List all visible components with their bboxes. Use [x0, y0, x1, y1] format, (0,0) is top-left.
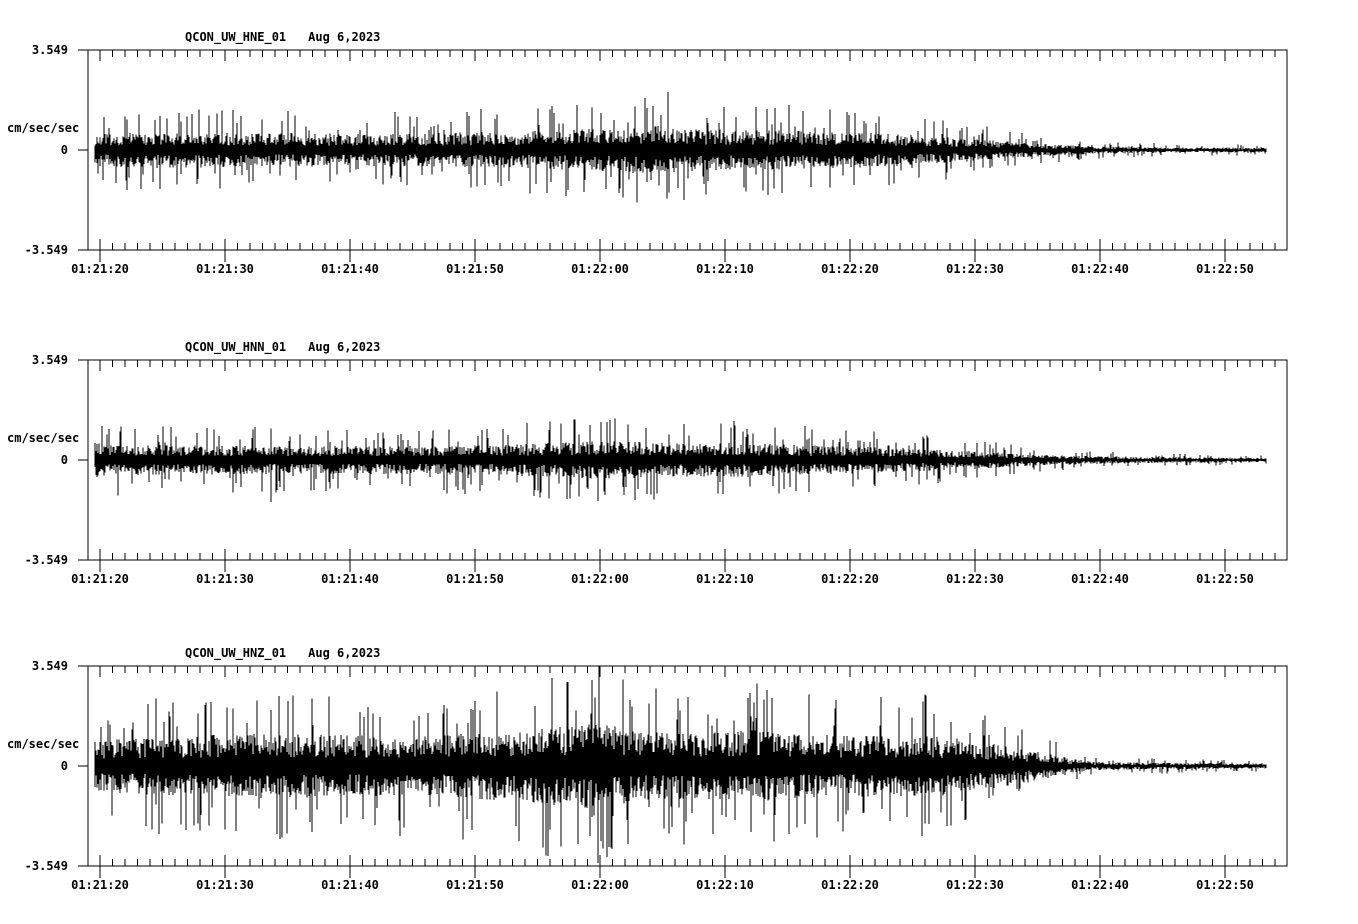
x-tick-label: 01:22:50 [1196, 878, 1254, 892]
waveform-trace-QCON_UW_HNE_01 [94, 92, 1267, 203]
plot-border-and-ticks [78, 665, 1288, 878]
station-code: QCON_UW_HNE_01 [185, 30, 287, 44]
x-tick-label: 01:21:50 [446, 878, 504, 892]
plot-border-and-ticks [78, 359, 1288, 572]
y-tick-zero: 0 [60, 453, 68, 467]
x-tick-label: 01:21:30 [196, 878, 254, 892]
x-tick-label: 01:22:30 [946, 878, 1004, 892]
y-tick-min: -3.549 [24, 859, 68, 873]
x-tick-label: 01:22:10 [696, 262, 754, 276]
y-axis-unit-label: cm/sec/sec [7, 121, 80, 135]
y-tick-zero: 0 [60, 143, 68, 157]
x-tick-label: 01:22:10 [696, 572, 754, 586]
x-tick-label: 01:22:00 [571, 878, 629, 892]
x-tick-label: 01:22:20 [821, 572, 879, 586]
record-date: Aug 6,2023 [308, 646, 381, 660]
x-tick-label: 01:22:40 [1071, 572, 1129, 586]
x-tick-label: 01:21:20 [71, 262, 129, 276]
x-tick-label: 01:22:20 [821, 262, 879, 276]
x-tick-label: 01:22:30 [946, 572, 1004, 586]
waveform-trace-QCON_UW_HNZ_01 [94, 666, 1267, 863]
x-tick-label: 01:21:40 [321, 878, 379, 892]
plot-axes-QCON_UW_HNZ_01 [78, 665, 1288, 878]
y-tick-min: -3.549 [24, 553, 68, 567]
record-date: Aug 6,2023 [308, 30, 381, 44]
plot-title: QCON_UW_HNN_01 Aug 6,2023 [185, 340, 380, 354]
y-tick-max: 3.549 [31, 353, 68, 367]
x-tick-label: 01:22:00 [571, 572, 629, 586]
x-tick-label: 01:21:20 [71, 572, 129, 586]
x-tick-label: 01:22:40 [1071, 878, 1129, 892]
x-tick-label: 01:22:50 [1196, 262, 1254, 276]
plot-axes-QCON_UW_HNN_01 [78, 359, 1288, 572]
station-code: QCON_UW_HNZ_01 [185, 646, 287, 660]
x-tick-label: 01:21:50 [446, 572, 504, 586]
x-tick-label: 01:21:20 [71, 878, 129, 892]
x-tick-label: 01:22:10 [696, 878, 754, 892]
x-tick-label: 01:21:30 [196, 262, 254, 276]
x-tick-label: 01:22:50 [1196, 572, 1254, 586]
plot-title: QCON_UW_HNE_01 Aug 6,2023 [185, 30, 380, 44]
x-tick-label: 01:22:00 [571, 262, 629, 276]
plot-border-and-ticks [78, 49, 1288, 262]
plot-axes-QCON_UW_HNE_01 [78, 49, 1288, 262]
x-tick-label: 01:21:50 [446, 262, 504, 276]
x-tick-label: 01:21:30 [196, 572, 254, 586]
y-tick-max: 3.549 [31, 659, 68, 673]
x-tick-label: 01:21:40 [321, 262, 379, 276]
x-tick-label: 01:22:20 [821, 878, 879, 892]
x-tick-label: 01:22:40 [1071, 262, 1129, 276]
y-tick-min: -3.549 [24, 243, 68, 257]
y-axis-unit-label: cm/sec/sec [7, 431, 80, 445]
x-axis-labels: 01:21:20 01:21:30 01:21:40 01:21:50 01:22:00… [0, 262, 1358, 276]
y-tick-max: 3.549 [31, 43, 68, 57]
x-tick-label: 01:21:40 [321, 572, 379, 586]
x-axis-labels: 01:21:20 01:21:30 01:21:40 01:21:50 01:22:00… [0, 572, 1358, 586]
station-code: QCON_UW_HNN_01 [185, 340, 287, 354]
plot-title: QCON_UW_HNZ_01 Aug 6,2023 [185, 646, 380, 660]
record-date: Aug 6,2023 [308, 340, 381, 354]
y-axis-unit-label: cm/sec/sec [7, 737, 80, 751]
waveform-trace-QCON_UW_HNN_01 [94, 418, 1267, 502]
y-tick-zero: 0 [60, 759, 68, 773]
x-axis-labels: 01:21:20 01:21:30 01:21:40 01:21:50 01:22:00… [0, 878, 1358, 892]
x-tick-label: 01:22:30 [946, 262, 1004, 276]
